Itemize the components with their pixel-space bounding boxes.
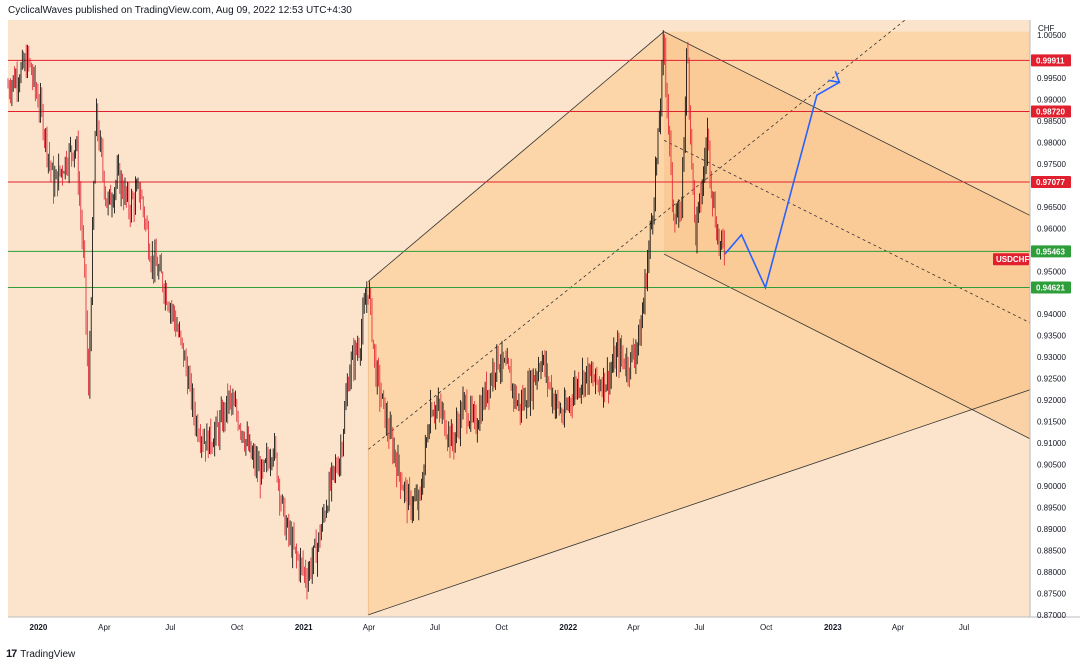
price-tick-label: 0.99500 bbox=[1037, 74, 1066, 83]
time-tick-label: Apr bbox=[98, 623, 111, 632]
time-tick-label: Apr bbox=[627, 623, 640, 632]
price-badge-bg bbox=[1031, 176, 1071, 189]
projection-arrowhead-icon bbox=[828, 71, 841, 84]
price-tick-label: 0.88000 bbox=[1037, 568, 1066, 577]
tradingview-footer: 17 TradingView bbox=[6, 646, 75, 662]
price-badge-bg bbox=[1031, 54, 1071, 67]
price-tick-label: 0.91000 bbox=[1037, 439, 1066, 448]
time-tick-label: Apr bbox=[363, 623, 376, 632]
price-tick-label: 0.96000 bbox=[1037, 224, 1066, 233]
time-tick-label: Jul bbox=[694, 623, 704, 632]
level-lines-layer bbox=[8, 59, 1030, 289]
publish-header: CyclicalWaves published on TradingView.c… bbox=[8, 5, 352, 16]
time-tick-label: 2022 bbox=[559, 623, 577, 632]
ascending-midline bbox=[367, 19, 906, 450]
price-series-layer bbox=[7, 30, 725, 600]
price-tick-label: 0.93000 bbox=[1037, 353, 1066, 362]
price-tick-label: 0.89000 bbox=[1037, 525, 1066, 534]
price-badge-bg bbox=[1031, 245, 1071, 258]
ascending-lower-line bbox=[368, 389, 1031, 616]
descending-upper-line bbox=[663, 31, 1031, 216]
price-badge-label: 0.98720 bbox=[1036, 107, 1065, 116]
descending-channel-fill bbox=[663, 31, 1030, 439]
channel-layer bbox=[367, 19, 1031, 616]
time-tick-label: Apr bbox=[892, 623, 905, 632]
price-tick-label: 0.92500 bbox=[1037, 375, 1066, 384]
descending-midline bbox=[663, 139, 1031, 324]
price-tick-label: 0.87500 bbox=[1037, 589, 1066, 598]
projection-path bbox=[724, 81, 840, 290]
price-badge-label: 0.99911 bbox=[1036, 56, 1065, 65]
price-badge-label: 0.97077 bbox=[1036, 178, 1065, 187]
time-tick-label: 2021 bbox=[295, 623, 313, 632]
price-tick-label: 0.96500 bbox=[1037, 203, 1066, 212]
time-axis[interactable]: 2020 Apr Jul Oct 2021 Apr Jul Oct 2022 Apr Jul Oct 2… bbox=[30, 623, 970, 632]
price-tick-label: 0.98500 bbox=[1037, 117, 1066, 126]
price-badge-bg bbox=[1031, 105, 1071, 118]
price-tick-label: 0.98000 bbox=[1037, 138, 1066, 147]
time-tick-label: Jul bbox=[959, 623, 969, 632]
price-tick-label: 0.94000 bbox=[1037, 310, 1066, 319]
price-tick-label: 0.91500 bbox=[1037, 418, 1066, 427]
price-badge-bg bbox=[1031, 281, 1071, 294]
price-tick-label: 0.92000 bbox=[1037, 396, 1066, 405]
price-tick-label: 0.89500 bbox=[1037, 503, 1066, 512]
price-tick-label: 0.90000 bbox=[1037, 482, 1066, 491]
time-tick-label: Oct bbox=[231, 623, 244, 632]
price-tick-label: 0.99000 bbox=[1037, 95, 1066, 104]
symbol-label: USDCHF bbox=[996, 255, 1029, 264]
descending-lower-line bbox=[663, 253, 1031, 440]
tradingview-brand: TradingView bbox=[20, 648, 76, 660]
price-tick-label: 0.90500 bbox=[1037, 461, 1066, 470]
price-badges: 0.99911 0.98720 0.97077 0.95463 0.94621 USDCH… bbox=[993, 54, 1071, 294]
price-badge-label: 0.95463 bbox=[1036, 247, 1065, 256]
price-tick-label: 0.97500 bbox=[1037, 160, 1066, 169]
time-tick-label: 2023 bbox=[824, 623, 842, 632]
price-tick-label: 0.95000 bbox=[1037, 267, 1066, 276]
ascending-upper-line bbox=[367, 31, 665, 282]
time-tick-label: Jul bbox=[165, 623, 175, 632]
price-badge-label: 0.94621 bbox=[1036, 284, 1065, 293]
price-tick-label: 0.93500 bbox=[1037, 332, 1066, 341]
projection-layer bbox=[724, 71, 841, 290]
time-tick-label: Jul bbox=[430, 623, 440, 632]
time-tick-label: 2020 bbox=[30, 623, 48, 632]
time-tick-label: Oct bbox=[760, 623, 773, 632]
price-tick-label: 0.87000 bbox=[1037, 611, 1066, 620]
tradingview-logo-icon: 17 bbox=[6, 648, 17, 660]
time-tick-label: Oct bbox=[495, 623, 508, 632]
symbol-label-bg bbox=[993, 253, 1029, 266]
price-tick-label: 0.88500 bbox=[1037, 546, 1066, 555]
currency-label: CHF bbox=[1038, 24, 1055, 33]
price-tick-label: 1.00500 bbox=[1037, 31, 1066, 40]
